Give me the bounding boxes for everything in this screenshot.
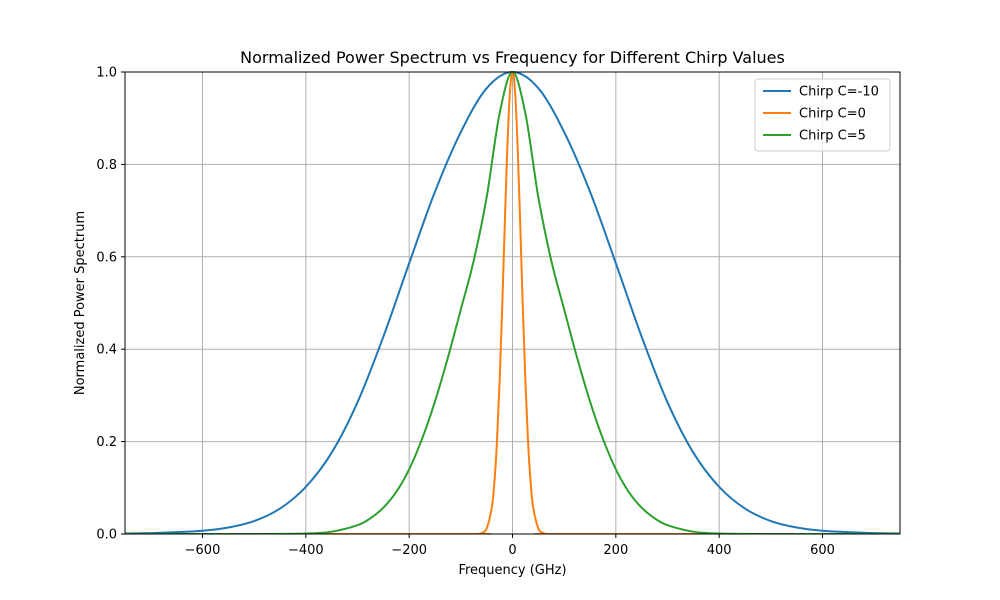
legend-label-2: Chirp C=5	[799, 129, 866, 144]
y-tick-label: 0.8	[96, 158, 117, 173]
y-tick-label: 0.4	[96, 343, 117, 358]
legend: Chirp C=-10 Chirp C=0 Chirp C=5	[754, 78, 891, 152]
y-tick-label: 1.0	[96, 66, 117, 81]
x-tick-label: 600	[810, 543, 835, 558]
legend-label-1: Chirp C=0	[799, 107, 866, 122]
x-tick-label: −200	[391, 543, 427, 558]
chart-title: Normalized Power Spectrum vs Frequency f…	[240, 48, 785, 67]
y-tick-label: 0.2	[96, 435, 117, 450]
x-tick-label: −400	[288, 543, 324, 558]
y-tick-label: 0.6	[96, 250, 117, 265]
legend-box	[754, 78, 891, 152]
x-tick-label: 400	[707, 543, 732, 558]
x-tick-label: −600	[185, 543, 221, 558]
axis-ticks: −600 −400 −200 0 200 400 600 0.0 0.2 0.4 0.6 0.8 1.0	[96, 66, 835, 559]
y-tick-label: 0.0	[96, 528, 117, 543]
x-tick-label: 200	[603, 543, 628, 558]
x-tick-label: 0	[508, 543, 516, 558]
legend-label-0: Chirp C=-10	[799, 85, 879, 100]
y-axis-title: Normalized Power Spectrum	[73, 211, 88, 395]
x-axis-title: Frequency (GHz)	[458, 563, 566, 578]
